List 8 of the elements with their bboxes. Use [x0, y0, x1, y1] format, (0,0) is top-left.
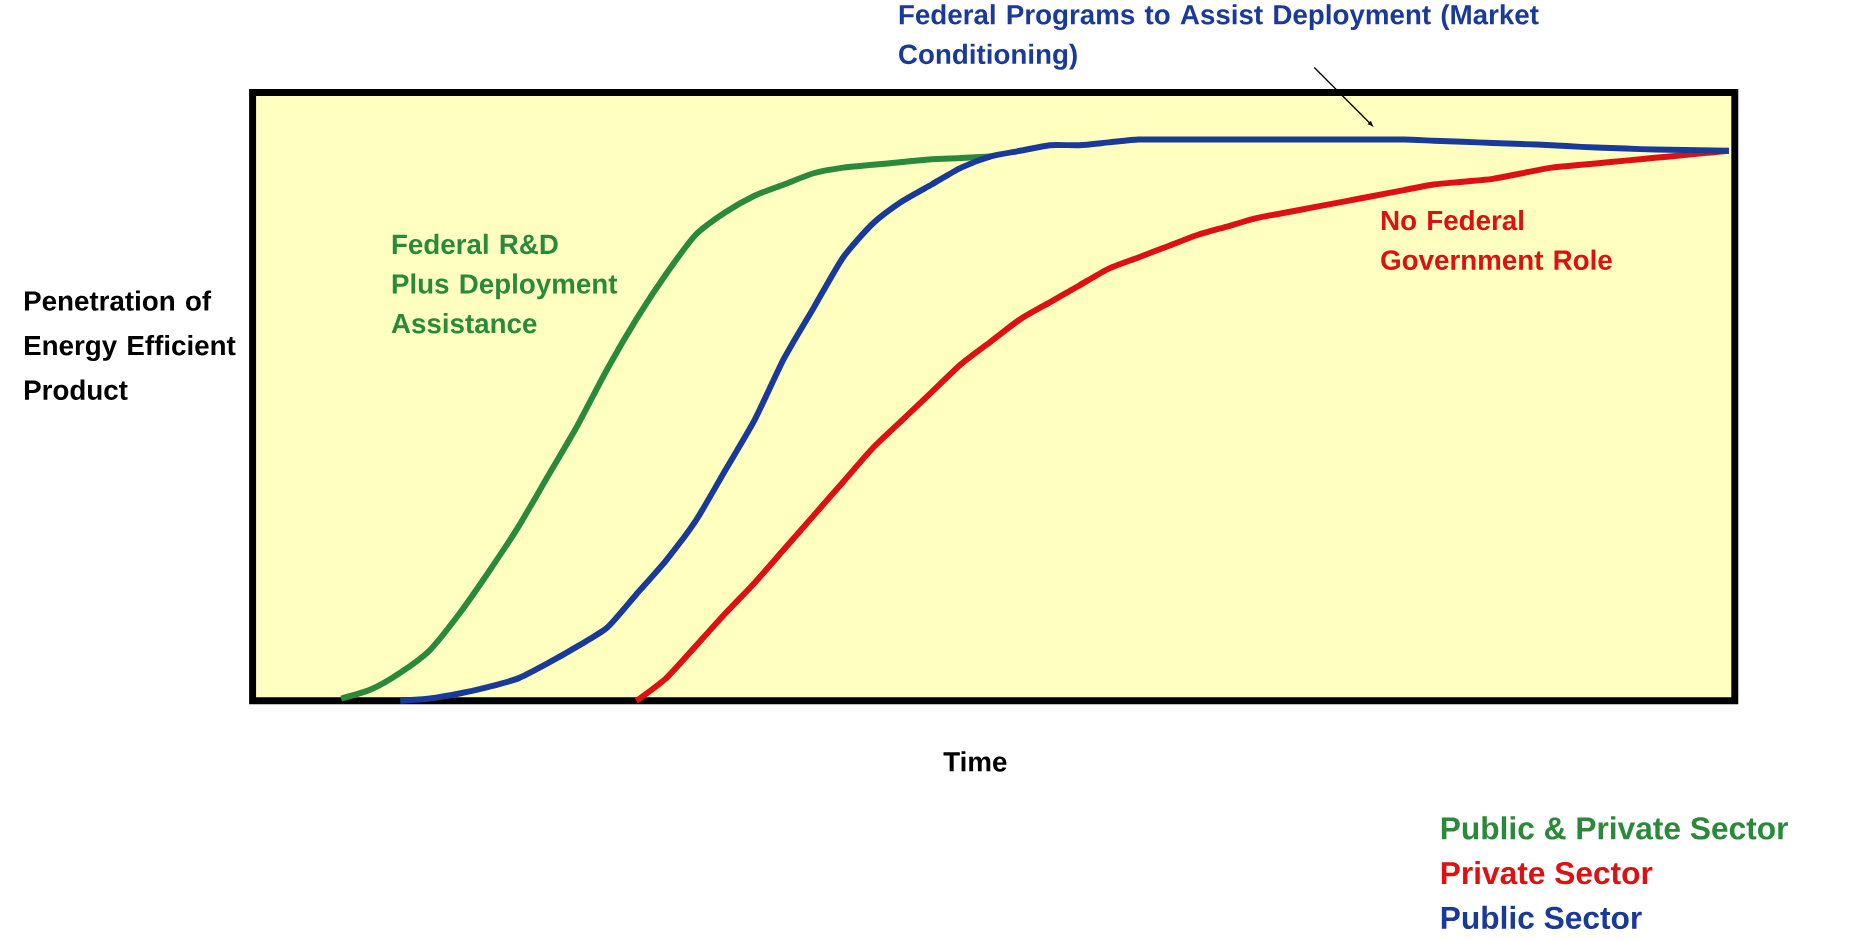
x-axis-title: Time [943, 751, 1007, 772]
text: Public Sector [1441, 905, 1642, 929]
annotation: No Federal Government Role [1381, 209, 1612, 270]
text: Public & Private Sector [1441, 816, 1788, 840]
annotation: Federal R&D Plus Deployment Assistance [391, 233, 618, 334]
y-axis-title: Penetration of Energy Efficient Product [24, 290, 236, 400]
text: Federal Programs to Assist Deployment (Market Conditioning) [899, 3, 1539, 70]
text: Private Sector [1441, 860, 1653, 885]
